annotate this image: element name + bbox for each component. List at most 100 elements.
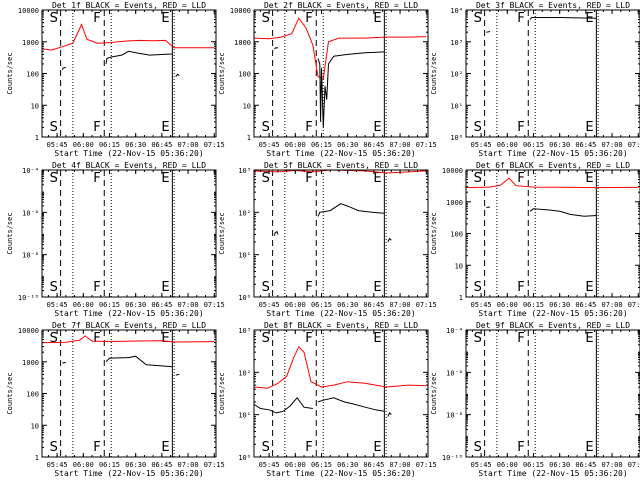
event-markers: [60, 10, 175, 137]
marker-label-s: S: [474, 331, 482, 346]
marker-label-f: F: [93, 331, 100, 346]
x-tick-label: 06:00: [73, 461, 94, 469]
x-tick-label: 06:15: [523, 461, 544, 469]
event-markers: [484, 170, 599, 297]
y-tick-label: 10⁻⁴: [22, 167, 39, 175]
x-tick-label: 06:15: [99, 461, 120, 469]
x-tick-label: 06:45: [575, 141, 596, 149]
marker-label-f: F: [517, 440, 524, 455]
event-rate-line-2: [317, 203, 385, 217]
panel-title: Det 4f BLACK = Events, RED = LLD: [52, 161, 206, 170]
y-tick-label: 100: [450, 231, 463, 239]
marker-label-s: S: [474, 120, 482, 135]
x-tick-label: 07:15: [204, 461, 225, 469]
marker-label-f: F: [93, 171, 100, 186]
x-tick-label: 06:00: [285, 301, 306, 309]
x-tick-label: 07:00: [178, 461, 199, 469]
y-axis-label: Counts/sec: [218, 212, 226, 254]
event-rate-line-1: [61, 66, 67, 71]
marker-label-e: E: [373, 11, 381, 26]
marker-label-e: E: [373, 171, 381, 186]
y-tick-label: 10⁻⁴: [446, 327, 463, 335]
series-group: [254, 345, 427, 417]
x-tick-label: 05:45: [47, 461, 68, 469]
x-tick-label: 06:00: [497, 141, 518, 149]
x-tick-label: 06:00: [73, 141, 94, 149]
y-tick-label: 10²: [238, 209, 251, 217]
y-tick-label: 1: [35, 454, 39, 462]
event-rate-line-2: [317, 397, 385, 412]
marker-label-e: E: [373, 280, 381, 295]
x-tick-label: 06:45: [363, 301, 384, 309]
event-rate-line-3: [175, 373, 180, 376]
panel-9: Det 9f BLACK = Events, RED = LLDSSFFEE10…: [430, 321, 640, 478]
y-tick-label: 10000: [18, 327, 39, 335]
x-tick-label: 07:15: [628, 141, 640, 149]
panel-title: Det 5f BLACK = Events, RED = LLD: [264, 161, 418, 170]
marker-label-s: S: [50, 440, 58, 455]
marker-label-s: S: [474, 280, 482, 295]
marker-label-s: S: [474, 440, 482, 455]
panel-title: Det 1f BLACK = Events, RED = LLD: [52, 1, 206, 10]
lld-rate-line-0: [42, 23, 215, 51]
marker-label-e: E: [585, 280, 593, 295]
x-tick-label: 06:30: [125, 461, 146, 469]
y-tick-label: 10: [243, 102, 251, 110]
x-tick-label: 06:00: [73, 301, 94, 309]
event-rate-line-2: [105, 50, 173, 64]
event-rate-line-2: [105, 355, 173, 368]
x-tick-label: 07:15: [628, 461, 640, 469]
panel-title: Det 3f BLACK = Events, RED = LLD: [476, 1, 630, 10]
marker-label-s: S: [50, 11, 58, 26]
panel-3: Det 3f BLACK = Events, RED = LLDSSFFEE10…: [430, 1, 640, 158]
x-tick-label: 06:30: [549, 461, 570, 469]
marker-label-f: F: [305, 171, 312, 186]
x-tick-label: 05:45: [259, 461, 280, 469]
x-tick-label: 06:45: [151, 141, 172, 149]
x-tick-label: 07:15: [416, 301, 437, 309]
panel-title: Det 7f BLACK = Events, RED = LLD: [52, 321, 206, 330]
event-markers: [60, 170, 175, 297]
y-axis-label: Counts/sec: [6, 52, 14, 94]
x-axis-label: Start Time (22-Nov-15 05:36:20): [54, 149, 203, 158]
x-tick-label: 06:15: [99, 301, 120, 309]
marker-label-f: F: [305, 11, 312, 26]
x-tick-label: 05:45: [259, 141, 280, 149]
y-axis-label: Counts/sec: [430, 52, 438, 94]
plot-frame: [41, 169, 217, 298]
marker-label-e: E: [373, 440, 381, 455]
lld-rate-line-0: [254, 345, 427, 389]
x-axis-label: Start Time (22-Nov-15 05:36:20): [266, 469, 415, 478]
panel-1: Det 1f BLACK = Events, RED = LLDSSFFEE11…: [6, 1, 225, 158]
plot-frame: [253, 329, 429, 458]
event-rate-line-1: [486, 206, 490, 209]
event-rate-line-2: [317, 51, 385, 128]
y-tick-label: 1000: [22, 39, 39, 47]
y-tick-label: 10¹: [450, 102, 463, 110]
x-tick-label: 06:15: [523, 141, 544, 149]
panel-6: Det 6f BLACK = Events, RED = LLDSSFFEE11…: [430, 161, 640, 318]
marker-label-e: E: [161, 331, 169, 346]
marker-label-e: E: [373, 331, 381, 346]
marker-label-f: F: [305, 440, 312, 455]
x-tick-label: 06:30: [337, 461, 358, 469]
x-axis-label: Start Time (22-Nov-15 05:36:20): [478, 149, 627, 158]
y-tick-label: 100: [26, 391, 39, 399]
event-markers: [484, 10, 599, 137]
x-axis-label: Start Time (22-Nov-15 05:36:20): [478, 469, 627, 478]
y-tick-label: 10⁰: [238, 294, 251, 302]
marker-label-s: S: [50, 120, 58, 135]
panel-title: Det 2f BLACK = Events, RED = LLD: [264, 1, 418, 10]
event-rate-line-3: [175, 73, 180, 77]
marker-label-e: E: [585, 331, 593, 346]
panel-title: Det 8f BLACK = Events, RED = LLD: [264, 321, 418, 330]
marker-label-f: F: [93, 120, 100, 135]
event-rate-line-1: [62, 361, 67, 364]
y-axis-label: Counts/sec: [218, 372, 226, 414]
plot-frame: [253, 169, 429, 298]
marker-label-f: F: [517, 11, 524, 26]
y-tick-label: 1000: [22, 359, 39, 367]
event-rate-line-1: [254, 396, 313, 414]
x-tick-label: 06:45: [575, 301, 596, 309]
x-tick-label: 06:00: [285, 141, 306, 149]
